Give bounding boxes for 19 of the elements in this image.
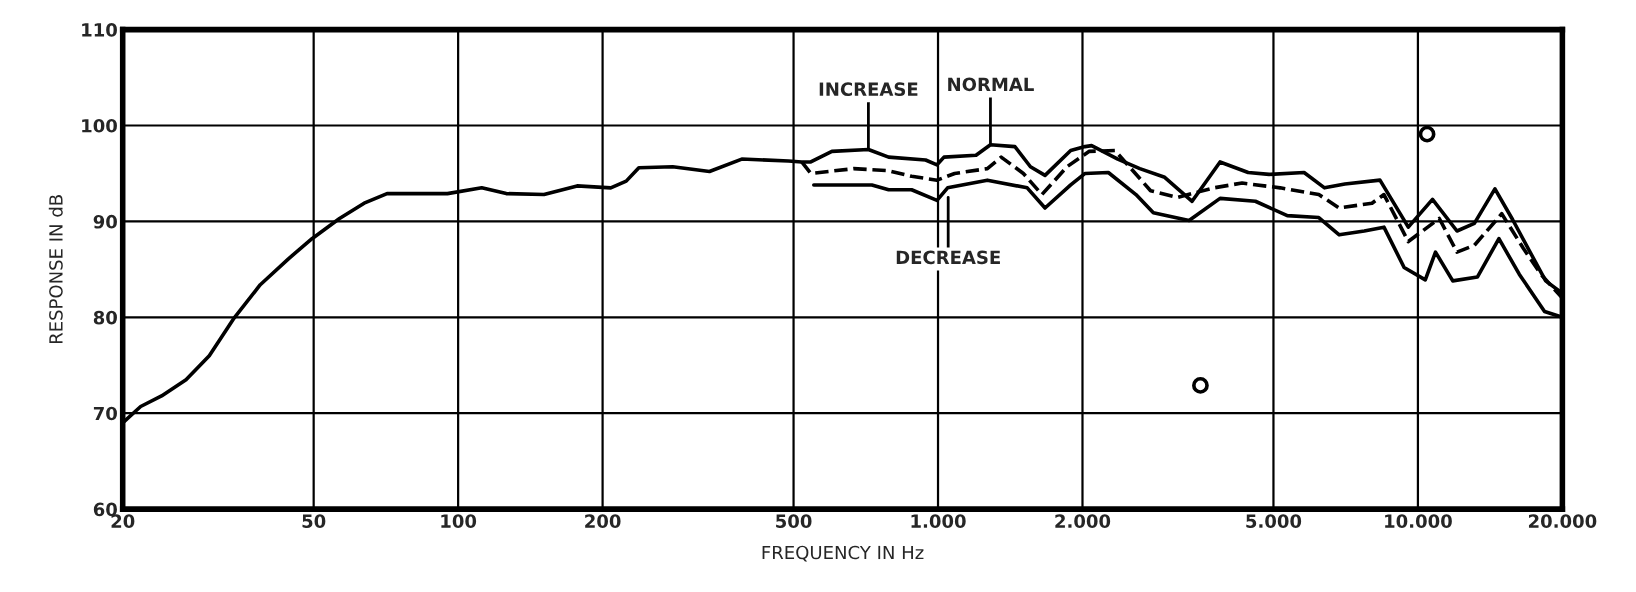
x-tick-label: 2.000 <box>1055 514 1111 528</box>
y-tick-label: 80 <box>93 310 117 325</box>
x-tick-label: 200 <box>585 514 621 528</box>
x-axis-title: FREQUENCY IN Hz <box>762 545 924 562</box>
x-tick-label: 500 <box>776 514 812 528</box>
annotation: DECREASE <box>896 250 1000 265</box>
annotation: INCREASE <box>819 82 918 96</box>
x-tick-label: 50 <box>302 514 326 528</box>
x-tick-label: 5.000 <box>1246 514 1302 528</box>
y-axis-title: RESPONSE IN dB <box>48 195 63 344</box>
y-tick-label: 110 <box>82 23 117 37</box>
x-tick-label: 100 <box>441 514 477 528</box>
y-tick-label: 90 <box>93 214 117 229</box>
x-tick-label: 20.000 <box>1528 514 1597 528</box>
x-tick-label: 1.000 <box>911 514 966 528</box>
y-tick-label: 100 <box>82 118 117 133</box>
y-tick-label: 70 <box>93 406 117 421</box>
x-tick-label: 10.000 <box>1385 514 1452 528</box>
annotation: NORMAL <box>948 77 1034 92</box>
